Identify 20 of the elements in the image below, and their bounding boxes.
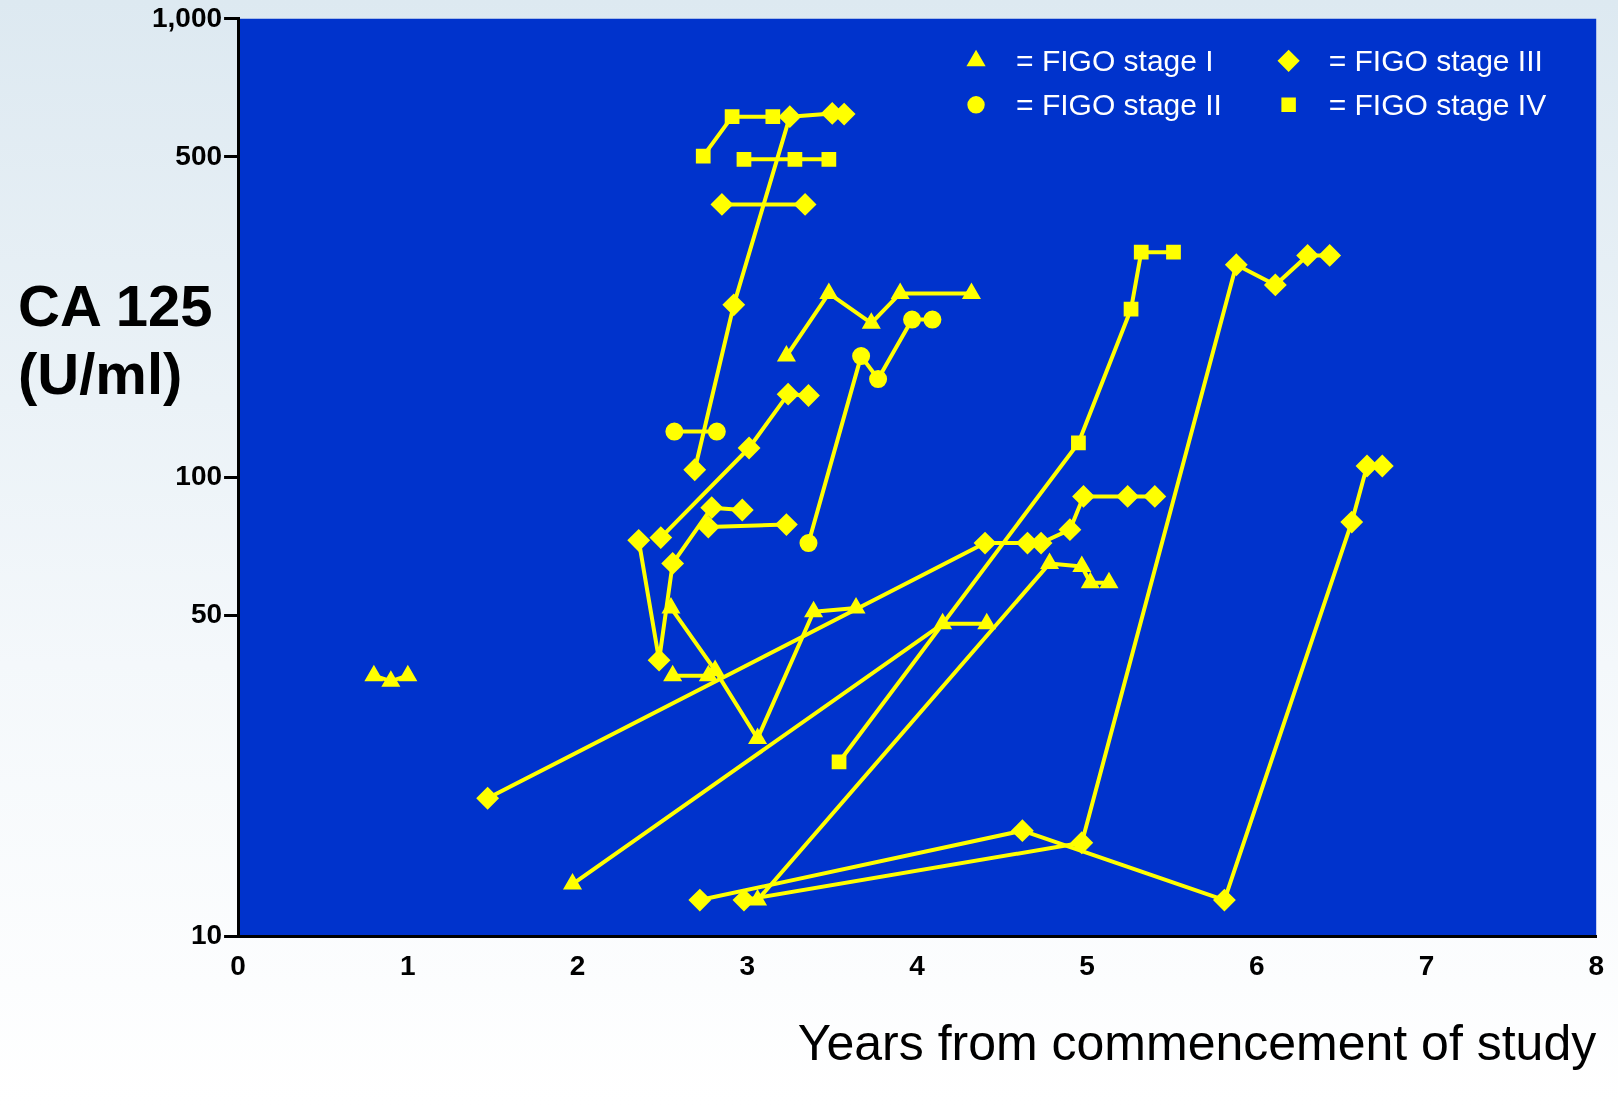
x-tick-label: 4 (909, 949, 926, 981)
x-tick-label: 0 (230, 949, 246, 981)
x-tick-label: 2 (569, 949, 586, 981)
y-tick-label: 100 (175, 460, 223, 492)
y-axis-title: CA 125 (U/ml) (18, 272, 214, 408)
x-axis-title: Years from commencement of study (797, 1014, 1597, 1071)
legend-label: = FIGO stage IV (1328, 88, 1547, 122)
y-tick-label: 1,000 (151, 1, 223, 33)
x-tick-label: 6 (1248, 949, 1265, 981)
y-tick-label: 500 (175, 139, 223, 171)
x-tick-label: 3 (739, 949, 756, 981)
y-tick-label: 10 (190, 919, 223, 951)
y-tick-label: 50 (190, 598, 223, 630)
x-tick-label: 7 (1418, 949, 1435, 981)
legend-label: = FIGO stage I (1016, 44, 1214, 78)
x-tick-label: 1 (400, 949, 416, 981)
legend-label: = FIGO stage III (1328, 44, 1543, 78)
legend-label: = FIGO stage II (1016, 88, 1222, 122)
x-tick-label: 8 (1588, 949, 1604, 981)
x-tick-label: 5 (1079, 949, 1095, 981)
